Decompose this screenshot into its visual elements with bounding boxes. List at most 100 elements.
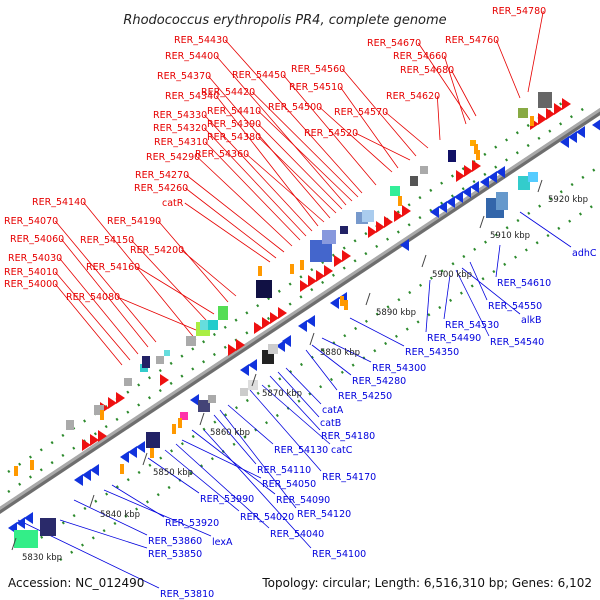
- gene-feature-dash: [30, 460, 34, 470]
- reverse-gene-arrow: [470, 181, 479, 193]
- forward-gene-arrow: [384, 216, 393, 228]
- reverse-gene-arrow: [276, 340, 285, 352]
- forward-gene-arrow: [538, 113, 547, 125]
- reverse-gene-leader: [349, 317, 405, 347]
- reverse-gene-leader: [111, 484, 165, 518]
- scale-tick-mark: [199, 412, 205, 426]
- gene-feature-box: [66, 420, 74, 430]
- gene-feature-box: [146, 432, 160, 448]
- reverse-gene-leader: [425, 279, 431, 333]
- forward-gene-label: RER_54070: [4, 216, 58, 227]
- forward-gene-label: RER_54680: [400, 65, 454, 76]
- gene-feature-box: [94, 405, 104, 415]
- forward-gene-leader: [341, 68, 417, 157]
- topology-text: Topology: circular; Length: 6,516,310 bp…: [261, 576, 592, 590]
- reverse-gene-arrow: [454, 191, 463, 203]
- reverse-gene-arrow: [560, 136, 569, 148]
- backbone-group: [0, 107, 600, 514]
- forward-gene-label: RER_54450: [232, 70, 286, 81]
- gene-feature-box: [470, 140, 476, 146]
- forward-gene-label: RER_54510: [289, 82, 343, 93]
- reverse-gene-arrow: [24, 512, 33, 524]
- gene-feature-dash: [474, 144, 478, 154]
- forward-gene-arrow: [98, 430, 107, 442]
- gene-feature-box: [322, 230, 336, 244]
- reverse-gene-label: RER_54540: [490, 337, 544, 348]
- reverse-gene-label: RER_54130: [274, 445, 328, 456]
- forward-gene-label: RER_54000: [4, 279, 58, 290]
- reverse-gene-arrow: [248, 359, 257, 371]
- forward-gene-label: RER_54330: [153, 110, 207, 121]
- forward-gene-label: RER_54010: [4, 267, 58, 278]
- forward-gene-leader: [54, 283, 123, 366]
- forward-gene-label: RER_54390: [207, 119, 261, 130]
- forward-gene-arrow: [562, 98, 571, 110]
- scale-tick-label: 5880 kbp: [320, 348, 360, 358]
- reverse-gene-label: RER_54180: [321, 431, 375, 442]
- reverse-gene-label: RER_54040: [270, 529, 324, 540]
- forward-gene-arrow: [308, 275, 317, 287]
- scale-tick-mark: [142, 452, 148, 466]
- gene-feature-box: [14, 530, 38, 548]
- leader-lines-layer: [17, 10, 572, 589]
- gene-feature-dash: [100, 410, 104, 420]
- forward-gene-leader: [58, 257, 139, 355]
- forward-gene-arrow: [554, 103, 563, 115]
- reverse-gene-arrow: [74, 474, 83, 486]
- forward-gene-arrow: [464, 165, 473, 177]
- gene-feature-dash: [150, 448, 154, 458]
- gene-feature-box: [390, 186, 400, 196]
- reverse-gene-leader: [147, 457, 200, 494]
- reverse-gene-leader: [219, 409, 297, 509]
- gene-feature-box: [448, 150, 456, 162]
- scale-tick-mark: [11, 537, 17, 551]
- gene-feature-box: [362, 210, 374, 222]
- reverse-gene-label: RER_53860: [148, 536, 202, 547]
- gene-feature-box: [340, 226, 348, 234]
- gene-feature-box: [198, 400, 210, 412]
- gene-feature-dash: [290, 264, 294, 274]
- forward-gene-leader: [225, 39, 363, 194]
- reverse-gene-arrow: [240, 364, 249, 376]
- forward-gene-leader: [60, 238, 149, 348]
- forward-gene-arrow: [456, 170, 465, 182]
- forward-gene-arrow: [236, 339, 245, 351]
- scale-tick-mark: [421, 254, 427, 268]
- reverse-gene-leader: [269, 375, 321, 431]
- reverse-gene-label: alkB: [521, 315, 541, 326]
- gene-feature-box: [156, 356, 164, 364]
- reverse-gene-arrow: [120, 451, 129, 463]
- forward-gene-leader: [197, 156, 293, 247]
- forward-gene-label: RER_54080: [66, 292, 120, 303]
- forward-gene-label: RER_54380: [207, 132, 261, 143]
- gene-feature-dash: [530, 116, 534, 126]
- gene-feature-box: [518, 176, 530, 190]
- reverse-gene-label: catA: [322, 405, 344, 416]
- gene-feature-box: [186, 336, 196, 346]
- forward-gene-leader: [258, 136, 337, 214]
- reverse-gene-leader: [181, 439, 262, 479]
- scale-tick-label: 5860 kbp: [210, 428, 250, 438]
- forward-gene-label: RER_54570: [334, 107, 388, 118]
- reverse-gene-arrow: [190, 394, 199, 406]
- reverse-gene-label: catC: [331, 445, 353, 456]
- reverse-gene-leader: [455, 269, 490, 337]
- forward-gene-leader: [215, 55, 347, 206]
- forward-gene-leader: [137, 266, 215, 315]
- gene-feature-dash: [178, 418, 182, 428]
- gene-feature-box: [164, 350, 170, 356]
- forward-gene-arrow: [402, 205, 411, 217]
- reverse-gene-arrow: [282, 335, 291, 347]
- gene-feature-box: [410, 176, 418, 186]
- forward-gene-leader: [186, 174, 285, 253]
- forward-gene-label: RER_54140: [32, 197, 86, 208]
- scale-tick-label: 5920 kbp: [548, 195, 588, 205]
- reverse-gene-label: RER_54170: [322, 472, 376, 483]
- forward-gene-label: RER_54030: [8, 253, 62, 264]
- forward-gene-label: RER_54370: [157, 71, 211, 82]
- forward-gene-label: RER_54360: [195, 149, 249, 160]
- forward-gene-label: RER_54260: [134, 183, 188, 194]
- reverse-gene-leader: [519, 211, 572, 248]
- reverse-gene-arrow: [480, 176, 489, 188]
